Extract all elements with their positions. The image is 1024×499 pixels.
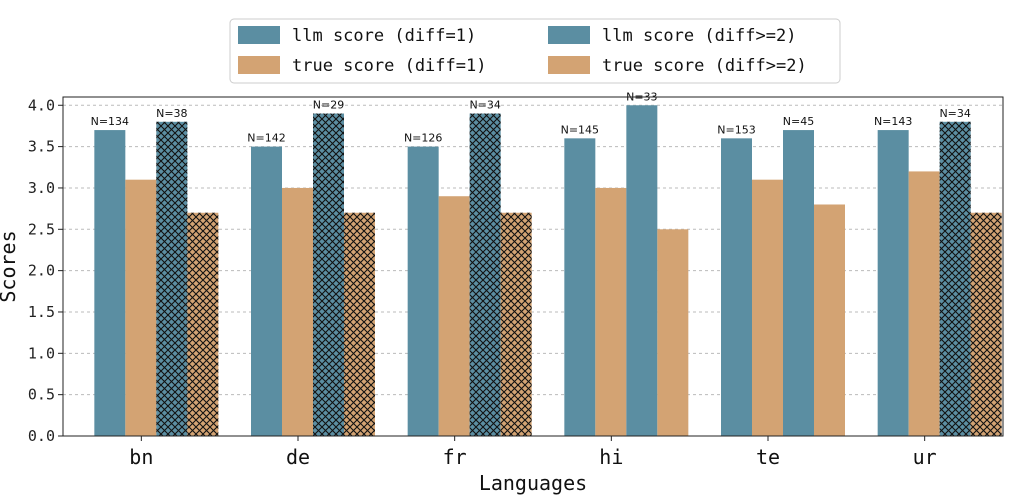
y-tick-label: 2.5 bbox=[28, 220, 55, 238]
n-label-diff1: N=126 bbox=[404, 132, 442, 145]
x-tick-label: te bbox=[756, 445, 780, 469]
bar-de-series-1 bbox=[282, 187, 313, 436]
y-tick-label: 1.0 bbox=[28, 344, 55, 362]
y-tick-label: 0.5 bbox=[28, 386, 55, 404]
gridlines bbox=[63, 104, 1003, 437]
n-label-diff2: N=45 bbox=[783, 115, 814, 128]
x-tick-label: bn bbox=[129, 445, 153, 469]
legend-swatch-3 bbox=[548, 56, 590, 74]
legend-label-3: true score (diff>=2) bbox=[602, 56, 807, 76]
bar-bn-series-0 bbox=[94, 130, 126, 436]
legend-swatch-1 bbox=[238, 56, 280, 74]
bar-hi-series-1 bbox=[595, 187, 627, 436]
legend-label-0: llm score (diff=1) bbox=[292, 26, 476, 46]
x-tick-label: fr bbox=[443, 445, 467, 469]
bar-hatch-fr-series-2 bbox=[469, 113, 501, 436]
bar-ur-series-0 bbox=[877, 130, 909, 436]
n-label-diff1: N=153 bbox=[717, 123, 755, 136]
bar-te-series-3 bbox=[814, 204, 845, 436]
y-tick-label: 4.0 bbox=[28, 96, 55, 114]
legend-label-1: true score (diff=1) bbox=[292, 56, 486, 76]
bar-hatch-fr-series-3 bbox=[500, 212, 532, 436]
bar-ur-series-1 bbox=[908, 171, 940, 437]
legend-swatch-0 bbox=[238, 26, 280, 44]
x-tick-label: de bbox=[286, 445, 310, 469]
x-axis-title: Languages bbox=[479, 471, 587, 495]
n-label-diff1: N=142 bbox=[247, 132, 285, 145]
bar-hi-series-3 bbox=[657, 229, 689, 436]
legend: llm score (diff=1) llm score (diff>=2) tru… bbox=[229, 18, 841, 84]
bar-te-series-2 bbox=[783, 130, 814, 436]
bar-de-series-0 bbox=[251, 146, 282, 437]
bar-hatch-de-series-2 bbox=[313, 113, 344, 436]
n-label-diff2: N=38 bbox=[156, 107, 187, 120]
x-ticks: bn de fr hi te ur bbox=[129, 436, 937, 469]
bar-hatch-bn-series-3 bbox=[187, 212, 219, 436]
bar-hatch-ur-series-2 bbox=[939, 121, 971, 437]
y-axis-title: Scores bbox=[0, 230, 20, 302]
x-tick-label: hi bbox=[599, 445, 623, 469]
n-label-diff1: N=143 bbox=[874, 115, 912, 128]
bar-hi-series-0 bbox=[564, 138, 596, 436]
bar-hatch-de-series-3 bbox=[344, 212, 375, 436]
y-tick-label: 3.5 bbox=[28, 138, 55, 156]
y-tick-label: 0.0 bbox=[28, 427, 55, 445]
legend-box bbox=[229, 18, 841, 84]
y-tick-label: 3.0 bbox=[28, 179, 55, 197]
n-label-diff1: N=134 bbox=[91, 115, 129, 128]
y-tick-label: 1.5 bbox=[28, 303, 55, 321]
n-label-diff2: N=34 bbox=[469, 99, 500, 112]
bar-labels: N=134N=38N=142N=29N=126N=34N=145N=33N=15… bbox=[91, 90, 971, 144]
x-tick-label: ur bbox=[913, 445, 937, 469]
bar-fr-series-0 bbox=[407, 146, 439, 437]
bar-hatch-ur-series-3 bbox=[970, 212, 1002, 436]
n-label-diff1: N=145 bbox=[561, 123, 599, 136]
bar-bn-series-1 bbox=[125, 179, 157, 436]
bar-te-series-1 bbox=[752, 179, 783, 436]
legend-label-2: llm score (diff>=2) bbox=[602, 26, 796, 46]
bar-hi-series-2 bbox=[626, 105, 658, 436]
y-tick-label: 2.0 bbox=[28, 262, 55, 280]
plot-frame bbox=[62, 96, 1004, 437]
n-label-diff2: N=29 bbox=[313, 99, 344, 112]
y-ticks: 0.0 0.5 1.0 1.5 2.0 2.5 3.0 3.5 4.0 bbox=[28, 96, 63, 445]
n-label-diff2: N=34 bbox=[939, 107, 970, 120]
bar-fr-series-1 bbox=[438, 196, 470, 436]
bar-hatch-bn-series-2 bbox=[156, 121, 188, 437]
bar-te-series-0 bbox=[721, 138, 752, 436]
legend-swatch-2 bbox=[548, 26, 590, 44]
bars bbox=[94, 105, 1002, 437]
